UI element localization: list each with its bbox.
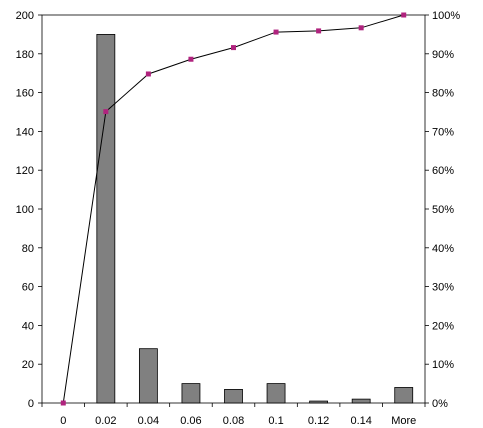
right-tick-label: 80%: [432, 88, 454, 100]
x-tick-label: 0.14: [350, 415, 371, 427]
left-tick-label: 60: [22, 282, 34, 294]
left-tick-label: 100: [16, 204, 34, 216]
bar-0.08: [224, 389, 243, 404]
right-tick-label: 40%: [432, 243, 454, 255]
left-tick-label: 180: [16, 49, 34, 61]
right-tick-label: 20%: [432, 320, 454, 332]
x-tick-label: 0.08: [223, 415, 244, 427]
left-tick-label: 0: [28, 398, 34, 410]
left-tick-label: 20: [22, 359, 34, 371]
frequency-bars: [96, 34, 414, 404]
x-tick-label: 0.04: [138, 415, 159, 427]
x-tick-label: 0.1: [268, 415, 283, 427]
axes: 0 20 40 60 80 100 120 140 160 180 200 0% 10% 20% 30% 40…: [16, 10, 461, 427]
bar-0.04: [138, 348, 158, 404]
cumulative-marker-0.06: [188, 56, 194, 62]
bar-0.1: [266, 383, 286, 404]
x-tick-label: 0.06: [180, 415, 201, 427]
bar-0.06: [181, 383, 201, 404]
cumulative-marker-0.08: [231, 45, 236, 51]
left-tick-label: 80: [22, 243, 34, 255]
x-tick-label: 0.12: [308, 415, 329, 427]
cumulative-markers: [60, 12, 407, 406]
left-tick-label: 140: [16, 126, 34, 138]
bar-0.02: [96, 34, 116, 404]
left-tick-label: 160: [16, 88, 34, 100]
x-tick-label: More: [391, 415, 416, 427]
cumulative-marker-0.04: [145, 71, 151, 77]
cumulative-marker-0.02: [103, 109, 109, 115]
right-tick-label: 30%: [432, 282, 454, 294]
right-tick-label: 70%: [432, 126, 454, 138]
bar-0.12: [309, 400, 329, 404]
right-tick-label: 90%: [432, 49, 454, 61]
right-tick-label: 100%: [432, 10, 460, 22]
right-tick-label: 60%: [432, 165, 454, 177]
right-tick-label: 50%: [432, 204, 454, 216]
cumulative-marker-0.12: [316, 28, 322, 34]
cumulative-marker-More: [401, 12, 407, 18]
cumulative-marker-0.14: [358, 25, 364, 31]
bar-0.14: [351, 398, 371, 404]
x-tick-label: 0: [60, 415, 66, 427]
cumulative-marker-0.1: [273, 29, 279, 35]
left-tick-label: 120: [16, 165, 34, 177]
x-tick-label: 0.02: [95, 415, 116, 427]
right-tick-label: 0%: [432, 398, 448, 410]
bar-More: [394, 387, 414, 404]
left-tick-label: 40: [22, 320, 34, 332]
right-tick-label: 10%: [432, 359, 454, 371]
cumulative-marker-0: [60, 400, 66, 406]
left-tick-label: 200: [16, 10, 34, 22]
